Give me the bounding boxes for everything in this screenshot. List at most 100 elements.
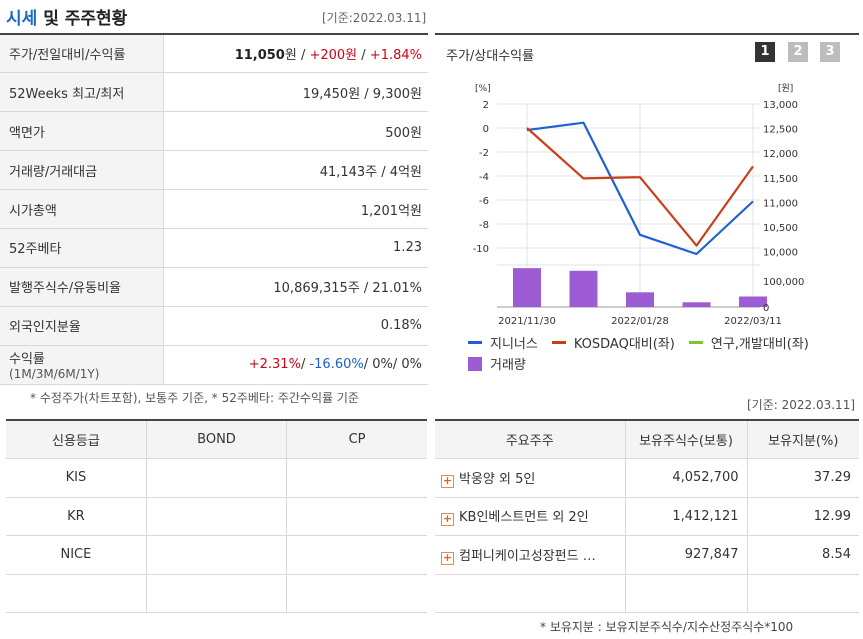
agency-cell: NICE [6, 535, 147, 575]
legend-item: KOSDAQ대비(좌) [573, 337, 675, 352]
right-tick-label: 12,500 [763, 125, 798, 136]
pct-cell: 37.29 [747, 458, 859, 498]
left-tick-label: -8 [479, 220, 489, 231]
row-label: 거래량/거래대금 [0, 150, 164, 191]
shareholder-name-cell[interactable]: + 컴퍼니케이고성장펀드 … [435, 535, 626, 575]
legend-bar-icon [468, 356, 482, 371]
section-title-rest: 및 주주현황 [37, 9, 128, 29]
table-row: NICE [6, 535, 427, 575]
right-tick-label: 11,500 [763, 174, 798, 185]
left-tick-label: -4 [479, 172, 489, 183]
row-value: 41,143주 / 4억원 [163, 150, 428, 191]
shares-cell: 4,052,700 [625, 458, 748, 498]
separator: / [300, 357, 310, 373]
col-header: 보유지분(%) [747, 419, 859, 459]
row-label: 수익률 (1M/3M/6M/1Y) [0, 345, 164, 385]
row-value: 1,201억원 [163, 189, 428, 229]
cp-cell [286, 458, 427, 498]
price-change: +200원 [309, 48, 358, 64]
chart-panel [435, 33, 859, 381]
credit-rating-table: 신용등급 BOND CP KIS KR NICE [6, 419, 427, 613]
bond-cell [146, 458, 288, 498]
agency-cell: KR [6, 497, 147, 536]
expand-plus-icon[interactable]: + [441, 550, 454, 565]
cp-cell [286, 497, 427, 536]
series-line [526, 127, 754, 247]
separator: / [357, 48, 370, 64]
expand-plus-icon[interactable]: + [441, 512, 454, 527]
price-value: 11,050원 / +200원 / +1.84% [163, 33, 428, 74]
expand-plus-icon[interactable]: + [441, 473, 454, 488]
table-row: KR [6, 497, 427, 536]
chart-page-2-button[interactable]: 2 [788, 42, 808, 62]
table-row: + KB인베스트먼트 외 2인 1,412,121 12.99 [435, 497, 859, 536]
separator: / [392, 357, 402, 373]
right-tick-label: 13,000 [763, 100, 798, 111]
legend-line-icon [551, 341, 566, 344]
legend-item: 연구,개발대비(좌) [710, 337, 809, 352]
shareholder-name-cell[interactable]: + 박웅양 외 5인 [435, 458, 626, 498]
shareholder-name-cell[interactable]: + KB인베스트먼트 외 2인 [435, 497, 626, 536]
volume-bar [682, 302, 711, 307]
chart-page-3-button[interactable]: 3 [820, 42, 840, 62]
volume-bar [739, 296, 767, 307]
cp-cell [286, 535, 427, 575]
right-tick-label: 12,000 [763, 149, 798, 160]
row-value: 0.18% [163, 306, 428, 346]
price-change-pct: +1.84% [369, 48, 422, 64]
return-1y: 0% [401, 357, 422, 373]
row-value: 1.23 [163, 228, 428, 268]
col-header: 주요주주 [435, 419, 626, 459]
shares-cell: 1,412,121 [625, 497, 748, 536]
table-row: 수익률 (1M/3M/6M/1Y) +2.31%/ -16.60%/ 0%/ 0% [0, 345, 428, 385]
row-value: 500원 [163, 111, 428, 152]
shareholder-base-date: [기준: 2022.03.11] [747, 398, 856, 412]
col-header: BOND [146, 419, 288, 459]
row-label: 52Weeks 최고/최저 [0, 72, 164, 113]
left-tick-label: -6 [479, 196, 489, 207]
row-label: 시가총액 [0, 189, 164, 229]
col-header: CP [286, 419, 427, 459]
shareholder-name: 박웅양 외 5인 [459, 471, 536, 487]
shareholder-name: 컴퍼니케이고성장펀드 … [459, 548, 596, 564]
left-tick-label: 0 [483, 124, 489, 135]
quote-table: 주가/전일대비/수익률 11,050원 / +200원 / +1.84% 52W… [0, 33, 428, 385]
table-row: 액면가 500원 [0, 111, 428, 152]
shares-cell: 927,847 [625, 535, 748, 575]
table-row: 외국인지분율 0.18% [0, 306, 428, 346]
left-tick-label: -10 [473, 244, 489, 255]
table-row [6, 574, 427, 613]
quote-footnote: * 수정주가(차트포함), 보통주 기준, * 52주베타: 주간수익률 기준 [30, 391, 359, 405]
row-label: 52주베타 [0, 228, 164, 268]
series-line [526, 121, 754, 256]
current-price: 11,050 [234, 48, 285, 64]
legend-line-icon [688, 341, 703, 344]
left-tick-label: -2 [479, 148, 489, 159]
empty-cell [625, 574, 748, 613]
col-header: 신용등급 [6, 419, 147, 459]
empty-cell [747, 574, 859, 613]
right-tick-label: 10,500 [763, 223, 798, 234]
table-row: KIS [6, 458, 427, 498]
table-row: + 박웅양 외 5인 4,052,700 37.29 [435, 458, 859, 498]
volume-bar [626, 292, 654, 307]
x-tick-label: 2022/03/11 [724, 316, 782, 327]
chart-legend: 지니너스 KOSDAQ대비(좌) 연구,개발대비(좌) 거래량 [468, 332, 809, 374]
col-header: 보유주식수(보통) [625, 419, 748, 459]
row-label: 발행주식수/유동비율 [0, 267, 164, 307]
table-header-row: 주요주주 보유주식수(보통) 보유지분(%) [435, 419, 859, 459]
row-value: 10,869,315주 / 21.01% [163, 267, 428, 307]
pct-cell: 8.54 [747, 535, 859, 575]
bond-cell [146, 535, 288, 575]
cp-cell [286, 574, 427, 613]
left-axis-unit: [%] [475, 84, 491, 94]
empty-cell [435, 574, 626, 613]
bond-cell [146, 497, 288, 536]
table-row: 주가/전일대비/수익률 11,050원 / +200원 / +1.84% [0, 33, 428, 74]
shareholder-name: KB인베스트먼트 외 2인 [459, 510, 589, 526]
return-6m: 0% [372, 357, 393, 373]
chart-page-1-button[interactable]: 1 [755, 42, 775, 62]
legend-line-icon [468, 341, 482, 344]
agency-cell: KIS [6, 458, 147, 498]
